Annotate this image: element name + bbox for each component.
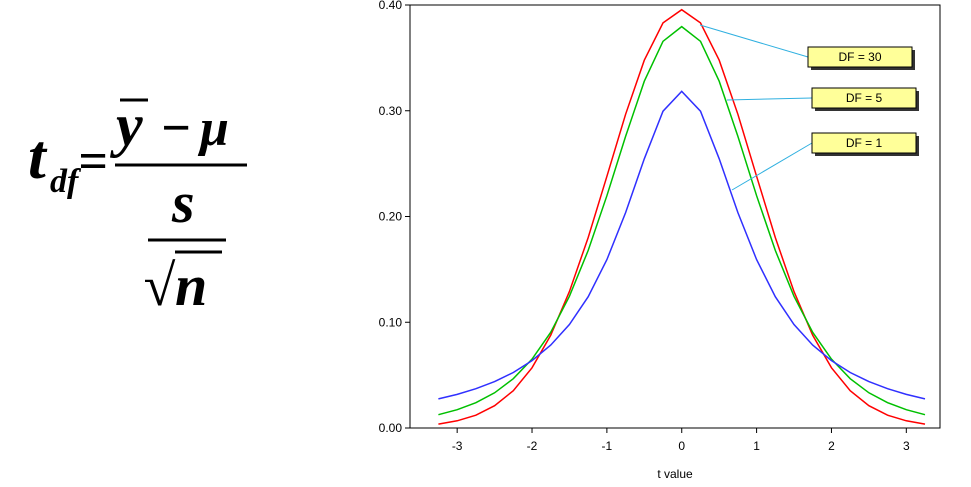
x-tick-label: 1 — [753, 439, 760, 453]
callout-box — [807, 46, 913, 68]
callout-box — [811, 132, 917, 154]
y-tick-label: 0.30 — [379, 104, 403, 118]
x-tick-label: 3 — [903, 439, 910, 453]
x-axis-label: t value — [657, 467, 693, 481]
formula-mu: μ — [197, 100, 229, 157]
y-tick-label: 0.20 — [379, 210, 403, 224]
x-tick-label: -3 — [452, 439, 463, 453]
y-tick-label: 0.10 — [379, 315, 403, 329]
x-tick-label: -2 — [527, 439, 538, 453]
formula-s: s — [171, 170, 195, 235]
formula-equals: = — [78, 133, 108, 190]
formula-minus: − — [160, 100, 192, 157]
y-tick-label: 0.40 — [379, 0, 403, 12]
x-tick-label: 2 — [828, 439, 835, 453]
plot-frame — [409, 4, 941, 429]
x-tick-label: -1 — [602, 439, 613, 453]
callout-box — [811, 87, 917, 109]
callout-leader — [731, 142, 813, 191]
formula-t: t — [28, 121, 48, 192]
formula-y: y — [110, 92, 143, 158]
callout-leader — [699, 24, 809, 58]
formula-sub: df — [50, 163, 82, 200]
legend-label: DF = 5 — [846, 91, 883, 105]
formula-n: n — [175, 253, 207, 318]
y-tick-label: 0.00 — [379, 421, 403, 435]
chart: 0.00 0.10 0.20 0.30 0.40 -3 -2 -1 0 1 2 3 DF = 30 DF … — [379, 0, 926, 453]
series-line — [438, 8, 926, 425]
series-line — [438, 25, 926, 416]
legend-label: DF = 1 — [846, 136, 883, 150]
x-tick-label: 0 — [678, 439, 685, 453]
callout-leader — [726, 97, 813, 101]
series-line — [438, 90, 926, 400]
legend-label: DF = 30 — [838, 50, 881, 64]
formula-root: √ — [143, 253, 176, 318]
